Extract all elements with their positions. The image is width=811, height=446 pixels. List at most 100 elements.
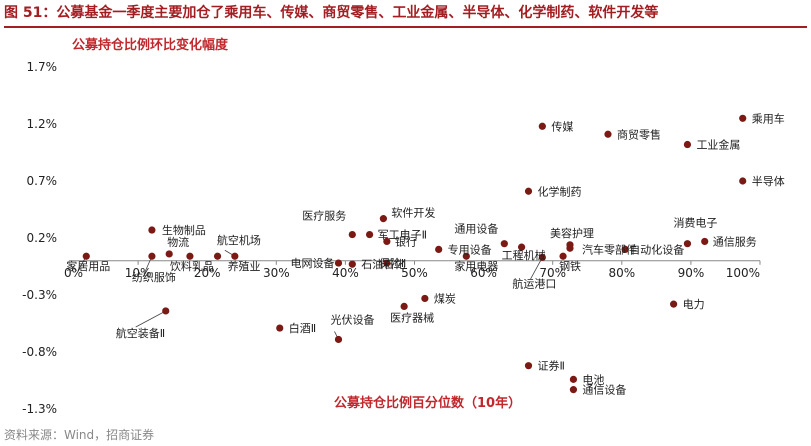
x-tick-label: 80% bbox=[608, 266, 635, 280]
data-point bbox=[334, 259, 343, 267]
y-tick-label: -1.3% bbox=[22, 402, 57, 416]
point-label: 银行 bbox=[395, 234, 417, 248]
data-point bbox=[739, 114, 747, 122]
data-point bbox=[334, 335, 343, 344]
data-point bbox=[148, 226, 156, 234]
point-label: 半导体 bbox=[752, 174, 785, 188]
point-label: 医疗服务 bbox=[302, 209, 346, 223]
data-point bbox=[400, 302, 408, 310]
point-label: 乘用车 bbox=[752, 111, 785, 125]
data-point bbox=[604, 130, 612, 138]
data-point bbox=[462, 252, 470, 260]
data-point bbox=[165, 250, 173, 258]
data-point bbox=[569, 386, 578, 394]
data-point bbox=[538, 122, 546, 130]
point-label: 工业金属 bbox=[696, 138, 740, 152]
source-note: 资料来源：Wind，招商证券 bbox=[4, 428, 155, 442]
leader-line bbox=[135, 310, 166, 328]
y-axis-ticks: 1.7% 1.2% 0.7% 0.2% -0.3% -0.8% -1.3% bbox=[22, 60, 57, 416]
point-label: 消费电子 bbox=[673, 216, 717, 230]
point-label: 工程机械 bbox=[502, 248, 546, 262]
x-tick-label: 0% bbox=[64, 266, 83, 280]
x-tick-label: 60% bbox=[470, 266, 497, 280]
point-label: 电池 bbox=[582, 373, 604, 386]
point-label: 传媒 bbox=[551, 120, 573, 133]
y-tick-label: 0.2% bbox=[27, 231, 58, 245]
point-label: 专用设备 bbox=[448, 242, 492, 256]
leader-line bbox=[529, 257, 543, 280]
data-point bbox=[348, 230, 356, 239]
x-tick-label: 20% bbox=[194, 266, 221, 280]
data-point bbox=[148, 252, 156, 260]
x-tick-label: 30% bbox=[263, 266, 290, 280]
data-point bbox=[538, 253, 546, 261]
x-tick-label: 70% bbox=[539, 266, 566, 280]
y-tick-label: -0.3% bbox=[22, 288, 57, 302]
data-point bbox=[276, 324, 284, 332]
point-label: 生物制品 bbox=[162, 223, 206, 237]
point-label: 白酒Ⅱ bbox=[289, 321, 316, 335]
title-rule bbox=[4, 26, 807, 28]
point-label: 通信服务 bbox=[713, 235, 757, 248]
y-axis-label: 公募持仓比例环比变化幅度 bbox=[72, 37, 229, 53]
point-label: 商贸零售 bbox=[617, 127, 661, 141]
data-point bbox=[621, 245, 629, 253]
data-point bbox=[524, 187, 533, 195]
point-label: 化学制药 bbox=[538, 184, 582, 198]
data-point bbox=[683, 140, 692, 149]
y-tick-label: 1.7% bbox=[27, 60, 58, 74]
x-tick-label: 100% bbox=[726, 266, 760, 280]
point-label: 光伏设备 bbox=[330, 312, 374, 326]
point-label: 物流 bbox=[167, 235, 189, 249]
point-label: 电网设备 bbox=[290, 256, 334, 270]
point-label: 自动化设备 bbox=[629, 242, 684, 256]
y-tick-label: 0.7% bbox=[27, 174, 58, 188]
data-point bbox=[82, 252, 90, 260]
data-points bbox=[77, 114, 747, 394]
point-label: 证券Ⅱ bbox=[538, 359, 565, 373]
data-point bbox=[566, 244, 574, 252]
point-label: 纺织服饰 bbox=[132, 270, 176, 284]
point-label: 煤炭 bbox=[434, 292, 456, 305]
x-axis bbox=[68, 260, 761, 265]
data-point bbox=[379, 215, 388, 223]
point-label: 饮料乳品 bbox=[170, 259, 214, 273]
data-point bbox=[569, 375, 578, 383]
point-label: 军工电子Ⅱ bbox=[378, 229, 427, 242]
point-label: 汽车零部件 bbox=[582, 242, 637, 256]
data-point bbox=[524, 362, 533, 370]
point-label: 美容护理 bbox=[550, 226, 594, 240]
x-tick-label: 40% bbox=[332, 266, 359, 280]
point-label: 航空机场 bbox=[217, 233, 261, 247]
data-point bbox=[518, 243, 526, 251]
figure-title: 图 51：公募基金一季度主要加仓了乘用车、传媒、商贸零售、工业金属、半导体、化学… bbox=[4, 5, 659, 21]
data-point bbox=[500, 240, 508, 248]
point-label: 家用电器 bbox=[454, 259, 498, 273]
data-point bbox=[383, 237, 391, 246]
data-point bbox=[348, 260, 356, 268]
data-point bbox=[213, 252, 222, 260]
data-point bbox=[559, 252, 567, 260]
point-label: 石油石化 bbox=[361, 257, 405, 271]
point-label: 通信设备 bbox=[582, 383, 626, 397]
point-label: 航空装备Ⅱ bbox=[116, 326, 165, 340]
data-point bbox=[365, 230, 374, 239]
data-point bbox=[670, 300, 678, 308]
point-label: 软件开发 bbox=[391, 206, 435, 220]
x-axis-ticks: 0% 10% 20% 30% 40% 50% 60% 70% 80% 90% 100% bbox=[64, 266, 760, 280]
x-tick-label: 50% bbox=[401, 266, 428, 280]
data-point bbox=[231, 252, 239, 260]
data-point bbox=[162, 307, 170, 315]
point-label: 养殖业 bbox=[228, 259, 261, 273]
y-tick-label: -0.8% bbox=[22, 345, 57, 359]
data-point bbox=[701, 237, 709, 246]
point-label: 医疗器械 bbox=[390, 310, 434, 324]
point-label: 保险Ⅱ bbox=[379, 256, 406, 270]
y-tick-label: 1.2% bbox=[27, 117, 58, 131]
x-tick-label: 90% bbox=[678, 266, 705, 280]
x-tick-label: 10% bbox=[125, 266, 152, 280]
point-label: 家居用品 bbox=[66, 259, 110, 273]
point-label: 电力 bbox=[683, 298, 705, 311]
